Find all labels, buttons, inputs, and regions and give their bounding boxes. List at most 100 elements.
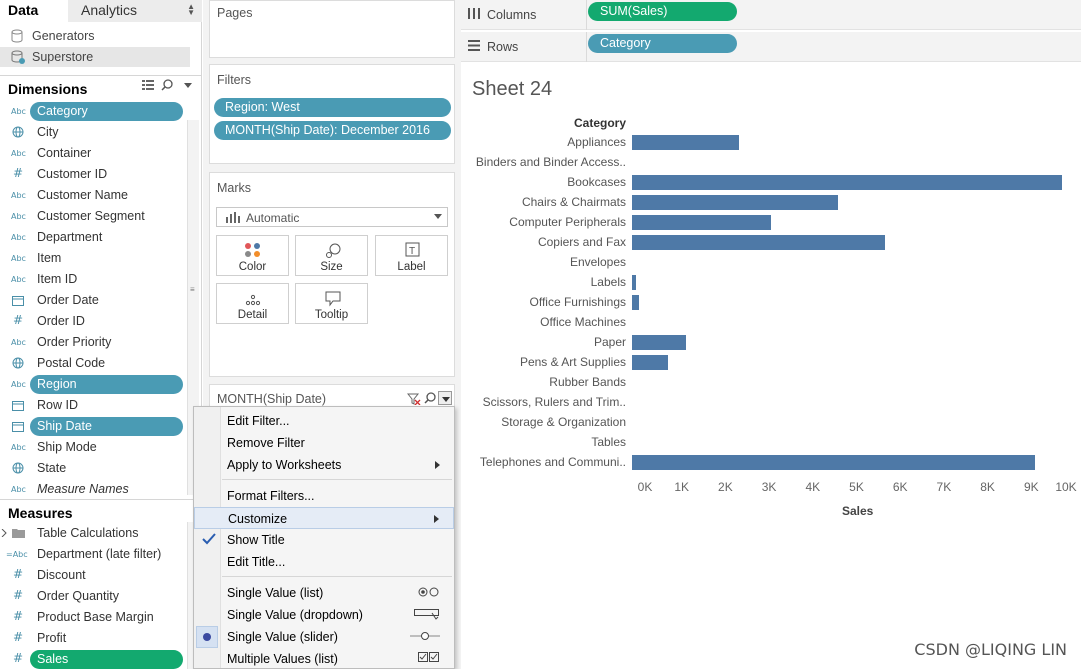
field-sales[interactable]: # Sales [0, 649, 186, 669]
menu-item-format-filters[interactable]: Format Filters... [194, 485, 454, 507]
datasource-generators[interactable]: Generators [0, 26, 190, 46]
category-label[interactable]: Storage & Organization [501, 415, 626, 429]
field-order-id[interactable]: # Order ID [0, 311, 186, 331]
marks-color-button[interactable]: Color [216, 235, 289, 276]
field-label: Customer ID [37, 167, 108, 181]
bar[interactable] [632, 235, 885, 250]
string-type-icon: Abc [11, 443, 26, 452]
bar[interactable] [632, 275, 637, 290]
field-row-id[interactable]: Row ID [0, 395, 186, 415]
category-label[interactable]: Envelopes [569, 255, 626, 269]
bar[interactable] [632, 455, 1035, 470]
columns-shelf[interactable]: Columns SUM(Sales) [461, 0, 1081, 30]
menu-item-apply-to-worksheets[interactable]: Apply to Worksheets [194, 454, 454, 476]
category-label[interactable]: Paper [593, 335, 626, 349]
field-item[interactable]: Abc Item [0, 248, 186, 268]
field-state[interactable]: State [0, 458, 186, 478]
bar[interactable] [632, 195, 839, 210]
rows-pill-category[interactable]: Category [588, 34, 737, 53]
x-axis-title[interactable]: Sales [842, 504, 874, 518]
bar-chart-icon [226, 212, 240, 223]
category-label[interactable]: Tables [591, 435, 626, 449]
chevron-right-icon[interactable] [1, 529, 7, 537]
marks-label-button[interactable]: T Label [375, 235, 448, 276]
viz-area[interactable] [461, 64, 1081, 669]
category-label[interactable]: Chairs & Chairmats [521, 195, 626, 209]
pages-card[interactable]: Pages [209, 0, 455, 58]
field-category[interactable]: Abc Category [0, 101, 186, 121]
filter-pill-ship-date[interactable]: MONTH(Ship Date): December 2016 [214, 121, 451, 140]
field-order-priority[interactable]: Abc Order Priority [0, 332, 186, 352]
field-order-date[interactable]: Order Date [0, 290, 186, 310]
filter-menu-button[interactable] [438, 391, 452, 405]
category-label[interactable]: Computer Peripherals [509, 215, 626, 229]
marks-detail-button[interactable]: Detail [216, 283, 289, 324]
category-label[interactable]: Labels [590, 275, 626, 289]
field-table-calculations[interactable]: Table Calculations [0, 523, 186, 543]
field-product-base-margin[interactable]: # Product Base Margin [0, 607, 186, 627]
tab-data[interactable]: Data [0, 0, 68, 22]
field-department[interactable]: Abc Department [0, 227, 186, 247]
field-measure-names[interactable]: Abc Measure Names [0, 479, 186, 499]
field-ship-date[interactable]: Ship Date [0, 416, 186, 436]
field-region[interactable]: Abc Region [0, 374, 186, 394]
dimensions-menu-icon[interactable] [184, 83, 192, 88]
field-customer-id[interactable]: # Customer ID [0, 164, 186, 184]
menu-item-customize[interactable]: Customize [194, 507, 454, 529]
bar[interactable] [632, 335, 686, 350]
tab-analytics[interactable]: Analytics ▲ ▼ [68, 0, 202, 22]
menu-item-remove-filter[interactable]: Remove Filter [194, 432, 454, 454]
filters-card[interactable]: Filters Region: West MONTH(Ship Date): D… [209, 64, 455, 164]
category-label[interactable]: Office Furnishings [529, 295, 627, 309]
category-label[interactable]: Bookcases [567, 175, 626, 189]
menu-item-label: Multiple Values (list) [227, 652, 338, 666]
search-icon[interactable] [161, 79, 173, 94]
datasource-superstore[interactable]: Superstore [0, 47, 190, 67]
bar[interactable] [632, 175, 1063, 190]
dimensions-scrollbar[interactable]: ≡ [187, 120, 199, 495]
bar[interactable] [632, 135, 740, 150]
menu-item-multiple-values-list[interactable]: Multiple Values (list) [194, 648, 454, 669]
field-city[interactable]: City [0, 122, 186, 142]
category-label[interactable]: Scissors, Rulers and Trim.. [482, 395, 626, 409]
bar[interactable] [632, 215, 771, 230]
menu-item-show-title[interactable]: Show Title [194, 529, 454, 551]
scroll-arrows-icon[interactable]: ▲ ▼ [187, 2, 195, 17]
field-ship-mode[interactable]: Abc Ship Mode [0, 437, 186, 457]
bar[interactable] [632, 355, 668, 370]
category-label[interactable]: Binders and Binder Access.. [475, 155, 626, 169]
field-postal-code[interactable]: Postal Code [0, 353, 186, 373]
marks-size-button[interactable]: Size [295, 235, 368, 276]
columns-pill-sum-sales[interactable]: SUM(Sales) [588, 2, 737, 21]
field-item-id[interactable]: Abc Item ID [0, 269, 186, 289]
menu-item-single-value-slider[interactable]: Single Value (slider) [194, 626, 454, 648]
field-profit[interactable]: # Profit [0, 628, 186, 648]
category-label[interactable]: Office Machines [540, 315, 626, 329]
mark-type-select[interactable]: Automatic [216, 207, 448, 227]
field-order-quantity[interactable]: # Order Quantity [0, 586, 186, 606]
bar[interactable] [632, 295, 639, 310]
rows-icon [468, 40, 480, 51]
category-label[interactable]: Rubber Bands [549, 375, 626, 389]
category-label[interactable]: Pens & Art Supplies [519, 355, 626, 369]
field-department-late-filter[interactable]: =Abc Department (late filter) [0, 544, 186, 564]
menu-item-edit-title[interactable]: Edit Title... [194, 551, 454, 573]
field-label: Order Date [37, 293, 99, 307]
category-label[interactable]: Copiers and Fax [537, 235, 626, 249]
list-view-icon[interactable] [142, 80, 154, 94]
marks-tooltip-button[interactable]: Tooltip [295, 283, 368, 324]
field-customer-name[interactable]: Abc Customer Name [0, 185, 186, 205]
menu-item-single-value-dropdown[interactable]: Single Value (dropdown) [194, 604, 454, 626]
field-customer-segment[interactable]: Abc Customer Segment [0, 206, 186, 226]
filter-pill-region[interactable]: Region: West [214, 98, 451, 117]
category-label[interactable]: Telephones and Communi.. [479, 455, 626, 469]
category-label[interactable]: Appliances [567, 135, 626, 149]
search-icon[interactable] [424, 392, 436, 404]
row-header-category[interactable]: Category [573, 116, 626, 130]
field-discount[interactable]: # Discount [0, 565, 186, 585]
menu-item-edit-filter[interactable]: Edit Filter... [194, 410, 454, 432]
rows-shelf[interactable]: Rows Category [461, 32, 1081, 62]
clear-filter-icon[interactable] [407, 393, 421, 405]
field-container[interactable]: Abc Container [0, 143, 186, 163]
menu-item-single-value-list[interactable]: Single Value (list) [194, 582, 454, 604]
